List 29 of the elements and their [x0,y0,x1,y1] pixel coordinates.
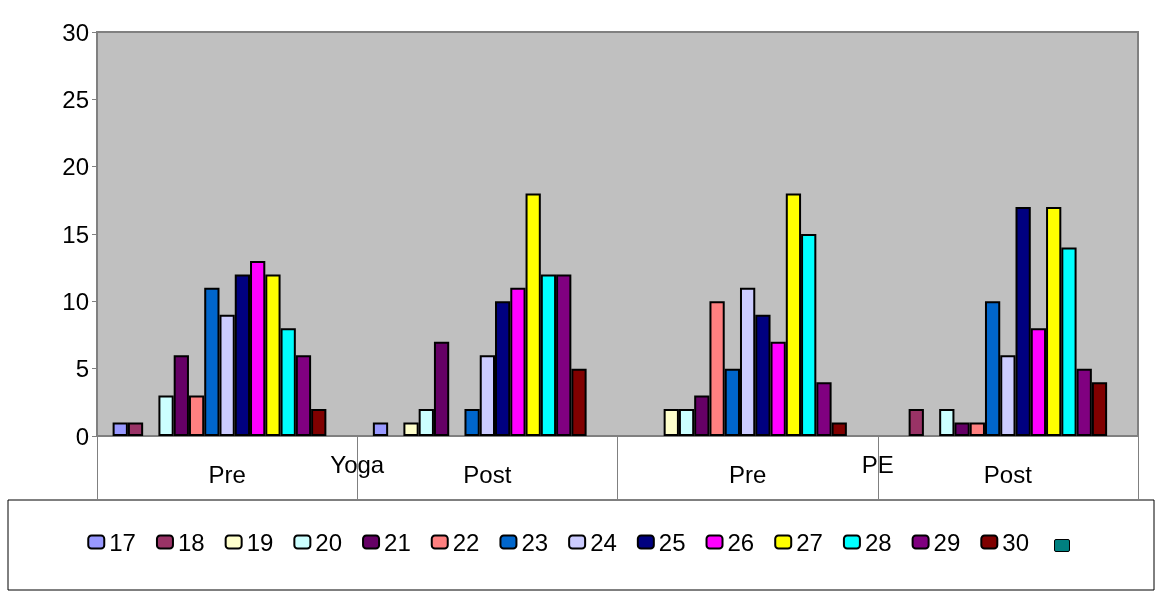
legend-label: 23 [521,528,549,556]
legend-label: 17 [109,528,136,556]
text: PE [861,450,894,478]
y-tick-label: 15 [62,220,89,248]
x-tick-label: Pre [208,460,246,488]
legend-label: 19 [246,528,274,556]
x-tick-label: Pre [728,460,767,488]
legend-label: 28 [864,528,892,556]
y-tick-label: 0 [75,422,89,450]
legend-label: 24 [590,528,617,556]
legend-label: 30 [1002,528,1030,556]
y-tick-label: 30 [62,18,89,46]
legend-label: 22 [452,528,480,556]
y-tick-label: 10 [62,287,89,315]
legend-label: 21 [384,528,411,556]
bar [372,422,389,436]
legend-label: 20 [315,528,343,556]
legend-label: 25 [658,528,686,556]
y-tick-label: 20 [62,153,89,181]
y-tick-label: 5 [75,355,89,383]
x-tick-label: Post [463,460,512,488]
y-tick-label: 25 [62,85,89,113]
legend-label: 18 [177,528,205,556]
text: Yoga [330,450,385,478]
legend-label: 29 [933,528,961,556]
bar [908,409,924,436]
x-tick-label: Post [983,460,1033,488]
legend-label: 26 [727,528,755,556]
legend-label: 27 [796,528,823,556]
